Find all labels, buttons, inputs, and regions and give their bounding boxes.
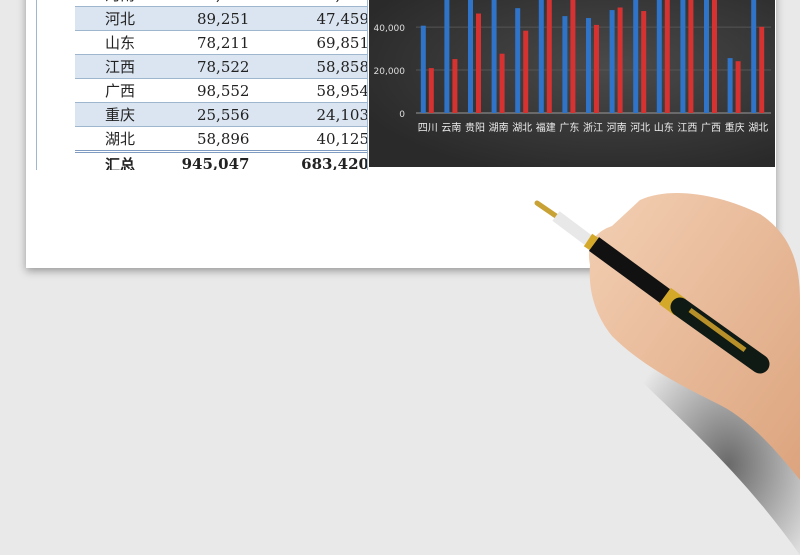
x-tick-label: 云南 — [441, 121, 461, 134]
x-tick-label: 湖北 — [748, 122, 768, 134]
x-tick-label: 广东 — [559, 121, 579, 134]
blue-bar — [586, 18, 591, 114]
x-tick-label: 浙江 — [583, 122, 603, 134]
blue-bar — [444, 0, 450, 113]
red-bar — [570, 0, 576, 113]
red-bar — [712, 0, 717, 113]
x-tick-label: 福建 — [536, 121, 556, 134]
value-b-cell[interactable]: 24,103 — [285, 102, 367, 127]
table-row: 山东 78,211 69,851 — [75, 30, 367, 55]
fountain-pen — [534, 200, 770, 374]
x-tick-label: 贵阳 — [465, 121, 485, 134]
red-bar — [523, 30, 529, 113]
chart-svg: 020,00040,000四川 云南 贵阳 湖南 湖北 福建 广东 浙江 河南 河北 山东 江西 广西重… — [374, 0, 771, 134]
red-bar — [617, 7, 623, 113]
region-cell[interactable]: 河南 — [75, 0, 166, 7]
blue-bar — [609, 10, 615, 114]
blue-bar — [491, 0, 497, 113]
red-bar — [641, 11, 647, 113]
value-b-cell[interactable]: 69,851 — [285, 30, 367, 55]
y-tick-label: 0 — [399, 110, 405, 120]
region-cell[interactable]: 河北 — [75, 6, 166, 31]
red-bar — [735, 61, 741, 113]
blue-bar — [562, 16, 568, 113]
total-row: 汇总 945,047 683,420 — [75, 150, 367, 170]
value-b-cell[interactable]: 58,954 — [285, 78, 367, 103]
value-a-cell[interactable]: 98,552 — [165, 78, 286, 103]
blue-bar — [680, 0, 686, 113]
red-bar — [452, 59, 458, 113]
x-tick-label: 河北 — [630, 122, 650, 134]
table-row: 湖北 58,896 40,125 — [75, 126, 367, 152]
value-a-cell[interactable]: 47,921 — [165, 0, 286, 7]
blue-bar — [656, 0, 662, 113]
region-cell[interactable]: 山东 — [75, 30, 166, 55]
red-bar — [546, 0, 552, 113]
x-tick-label: 广西 — [701, 122, 721, 134]
x-tick-label: 湖南 — [489, 121, 509, 134]
value-a-cell[interactable]: 89,251 — [165, 6, 286, 31]
table-row: 江西 78,522 58,858 — [75, 54, 367, 79]
red-bar — [499, 53, 505, 113]
red-bar — [688, 0, 694, 113]
blue-bar — [751, 0, 757, 113]
value-b-cell[interactable]: 49,061 — [285, 0, 367, 7]
region-cell[interactable]: 重庆 — [75, 102, 166, 127]
hand-shape — [589, 192, 800, 480]
data-table-container: 河南47,92149,061河北89,25147,459山东78,21169,8… — [36, 0, 368, 170]
red-bar — [428, 68, 434, 113]
table-row: 广西 98,552 58,954 — [75, 78, 367, 103]
value-b-cell[interactable]: 47,459 — [285, 6, 367, 31]
bar-chart: 0 20,000 40,000 四川 云南 贵阳 湖南 湖北 福建 广东 浙江 河南 河北 山东 江西 广西重… — [369, 0, 775, 167]
x-tick-label: 河南 — [607, 121, 627, 134]
total-label[interactable]: 汇总 — [75, 150, 166, 170]
total-a[interactable]: 945,047 — [165, 150, 286, 170]
x-tick-label: 江西 — [677, 122, 697, 134]
y-tick-label: 40,000 — [374, 24, 406, 34]
y-tick-label: 20,000 — [374, 67, 406, 77]
blue-bar — [538, 0, 544, 113]
blue-bar — [633, 0, 639, 113]
value-a-cell[interactable]: 78,211 — [165, 30, 286, 55]
red-bar — [664, 0, 670, 113]
blue-bar — [468, 0, 473, 113]
value-a-cell[interactable]: 58,896 — [165, 126, 286, 152]
region-cell[interactable]: 江西 — [75, 54, 166, 79]
region-cell[interactable]: 广西 — [75, 78, 166, 103]
blue-bar — [704, 0, 709, 113]
total-b[interactable]: 683,420 — [285, 150, 367, 170]
table-row: 重庆 25,556 24,103 — [75, 102, 367, 127]
blue-bar — [420, 25, 426, 114]
x-tick-label: 山东 — [654, 121, 674, 134]
blue-bar — [515, 8, 521, 113]
x-tick-label: 四川 — [418, 123, 438, 134]
value-a-cell[interactable]: 78,522 — [165, 54, 286, 79]
value-b-cell[interactable]: 58,858 — [285, 54, 367, 79]
red-bar — [476, 13, 481, 114]
value-a-cell[interactable]: 25,556 — [165, 102, 286, 127]
data-table: 河南47,92149,061河北89,25147,459山东78,21169,8… — [75, 0, 367, 170]
red-bar — [759, 26, 765, 114]
x-tick-label: 湖北 — [512, 122, 532, 134]
red-bar — [594, 24, 599, 114]
blue-bar — [727, 58, 733, 113]
table-row: 河南47,92149,061 — [75, 0, 367, 7]
x-tick-label: 重庆 — [725, 121, 745, 134]
table-row: 河北 89,251 47,459 — [75, 6, 367, 31]
value-b-cell[interactable]: 40,125 — [285, 126, 367, 152]
